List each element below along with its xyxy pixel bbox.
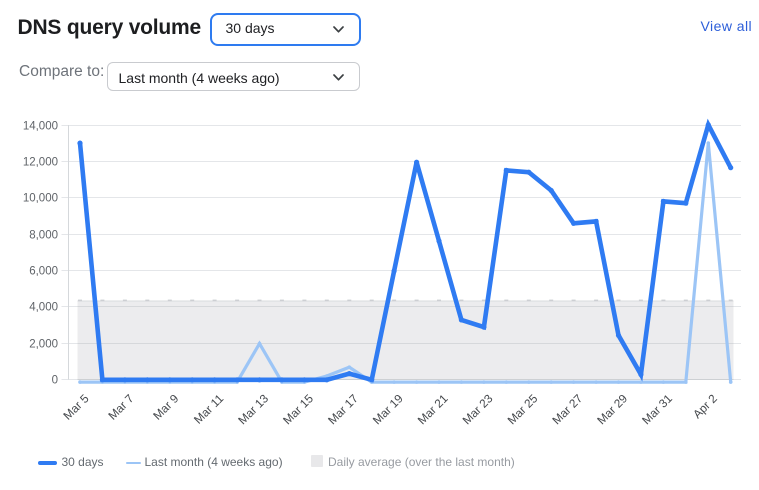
svg-text:Mar 7: Mar 7 <box>105 391 136 422</box>
svg-text:Mar 23: Mar 23 <box>460 391 496 427</box>
svg-text:Mar 11: Mar 11 <box>191 391 226 426</box>
svg-text:Mar 13: Mar 13 <box>235 391 271 427</box>
svg-text:10,000: 10,000 <box>23 193 58 205</box>
svg-text:Mar 31: Mar 31 <box>639 391 675 427</box>
svg-text:Mar 27: Mar 27 <box>549 391 585 427</box>
svg-text:Mar 9: Mar 9 <box>150 391 181 422</box>
svg-text:Mar 15: Mar 15 <box>280 391 316 427</box>
svg-text:14,000: 14,000 <box>23 121 58 133</box>
svg-text:4,000: 4,000 <box>29 302 58 314</box>
svg-text:0: 0 <box>52 375 58 387</box>
svg-text:8,000: 8,000 <box>29 230 58 242</box>
svg-text:2,000: 2,000 <box>29 339 58 351</box>
svg-text:Mar 19: Mar 19 <box>370 391 406 427</box>
svg-text:Mar 25: Mar 25 <box>505 391 541 427</box>
svg-text:12,000: 12,000 <box>23 157 58 169</box>
svg-text:Mar 21: Mar 21 <box>415 391 451 427</box>
svg-text:Mar 17: Mar 17 <box>325 391 361 427</box>
svg-text:Apr 2: Apr 2 <box>690 391 720 421</box>
svg-text:Mar 5: Mar 5 <box>60 391 92 423</box>
svg-text:Mar 29: Mar 29 <box>594 391 630 427</box>
svg-text:6,000: 6,000 <box>29 266 58 278</box>
